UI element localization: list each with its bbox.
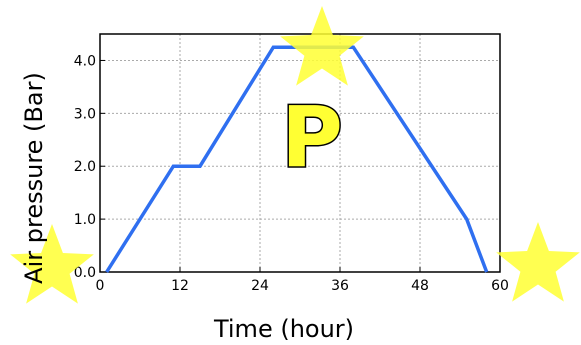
x-axis-ticks: 0 12 24 36 48 60 — [96, 267, 509, 294]
x-tick-label: 36 — [331, 278, 349, 294]
y-tick-label: 2.0 — [74, 159, 96, 175]
x-tick-label: 60 — [491, 278, 509, 294]
x-tick-label: 0 — [96, 278, 105, 294]
y-tick-label: 3.0 — [74, 106, 96, 122]
x-tick-label: 12 — [171, 278, 189, 294]
y-tick-label: 0.0 — [74, 265, 96, 281]
plot-frame — [99, 33, 501, 273]
series-group — [105, 45, 489, 273]
x-tick-label: 24 — [251, 278, 269, 294]
star-icon — [496, 222, 580, 302]
y-axis-ticks: 0.0 1.0 2.0 3.0 4.0 — [74, 53, 105, 281]
y-axis-label: Air pressure (Bar) — [20, 72, 48, 284]
y-tick-label: 1.0 — [74, 212, 96, 228]
y-tick-label: 4.0 — [74, 53, 96, 69]
star-icon — [280, 6, 364, 86]
big-letter-annotation: P — [281, 88, 343, 186]
star-decorations — [10, 6, 580, 304]
x-axis-label: Time (hour) — [213, 315, 354, 343]
star-icon — [10, 224, 94, 304]
x-tick-label: 48 — [411, 278, 429, 294]
series-line — [105, 45, 489, 273]
